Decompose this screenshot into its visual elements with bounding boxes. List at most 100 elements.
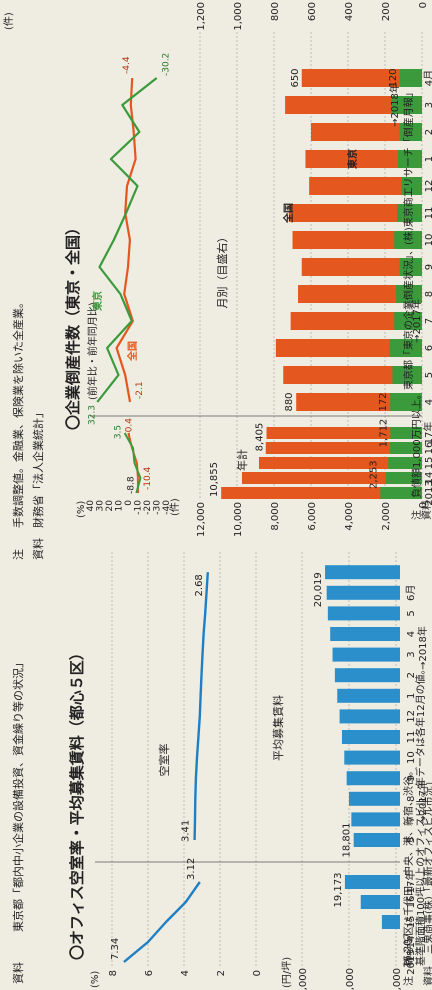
office-vacancy-value: 3.41	[181, 820, 192, 842]
bankruptcy-national-bar	[301, 258, 422, 276]
office-x-tick: 12	[406, 710, 417, 723]
bankruptcy-national-bar	[292, 231, 422, 249]
office-rent-bar	[360, 895, 400, 909]
bankruptcy-national-bar	[258, 457, 422, 469]
office-rent-bar	[351, 812, 401, 827]
office-rent-bar	[349, 791, 400, 806]
bankruptcy-bar-value: 172	[378, 392, 389, 411]
office-rent-bar	[344, 750, 400, 765]
bankruptcy-national-bar	[298, 285, 422, 303]
bankruptcy-line-axis-tick: 10	[115, 500, 125, 512]
office-rent-value: 18,801	[342, 823, 353, 858]
bankruptcy-annual-label: 年計	[235, 449, 249, 471]
office-x-tick: 14	[406, 936, 417, 949]
bankruptcy-line-axis-tick: -20	[143, 500, 153, 515]
office-bar-unit: (円/坪)	[280, 957, 293, 988]
bankruptcy-x-tick: 8	[424, 291, 432, 297]
bankruptcy-x-tick: 7	[424, 318, 432, 324]
bankruptcy-national-bar	[301, 69, 422, 87]
bankruptcy-x-tick: 3	[424, 102, 432, 108]
bankruptcy-bar-value: 120	[388, 68, 399, 87]
bankruptcy-tokyo-bar	[399, 69, 422, 87]
office-line-unit: (%)	[90, 971, 101, 988]
office-rent-bar	[325, 565, 400, 580]
bankruptcy-x-tick: 5	[424, 372, 432, 378]
bankruptcy-right-axis-tick: 400	[344, 2, 355, 21]
bankruptcy-x-sub: →2017年	[410, 299, 423, 343]
bankruptcy-right-axis-tick: 800	[270, 2, 281, 21]
bankruptcy-bar-value: 880	[284, 392, 295, 411]
office-x-tick: 2	[406, 672, 417, 678]
office-note-mark: 注	[402, 976, 415, 986]
office-rent-bar	[327, 606, 401, 621]
bankruptcy-tokyo-bar	[399, 123, 422, 141]
office-vacancy-value: 2.68	[194, 574, 205, 596]
bankruptcy-bar-unit-left: (件)	[169, 498, 181, 516]
office-x-tick: 17年	[404, 871, 417, 894]
office-x-tick: 4	[406, 631, 417, 637]
bankruptcy-left-axis-tick: 8,000	[270, 502, 281, 531]
bankruptcy-national-bar	[275, 339, 422, 357]
office-line-label: 空室率	[157, 744, 171, 777]
bankruptcy-x-tick: 10	[424, 234, 432, 247]
bankruptcy-tokyo-bar	[394, 312, 422, 330]
bankruptcy-tokyo-bar	[397, 204, 422, 222]
bankruptcy-line-axis-tick: 0	[124, 500, 134, 506]
bankruptcy-bar-series-national: 全国	[282, 203, 295, 224]
bankruptcy-line-series-national: 全国	[126, 341, 139, 362]
office-vacancy-line-monthly	[193, 572, 209, 841]
office-rent-bar	[337, 688, 400, 703]
office-x-tick: 15	[406, 916, 417, 929]
bankruptcy-pct-value: 32.3	[87, 405, 97, 425]
bankruptcy-line-unit: (%)	[76, 501, 87, 518]
office-bar-label: 平均募集賃料	[271, 695, 285, 761]
office-x-tick: 10	[406, 751, 417, 764]
bankruptcy-national-bar	[290, 312, 422, 330]
bankruptcy-national-bar	[241, 472, 422, 484]
office-vacancy-value: 7.34	[110, 938, 121, 960]
bankruptcy-national-bar	[283, 366, 422, 384]
bankruptcy-pct-value: -8.8	[126, 476, 136, 494]
bankruptcy-x-tick: 16	[424, 442, 432, 455]
bankruptcy-tokyo-bar	[396, 285, 423, 303]
bankruptcy-tokyo-bar	[397, 150, 423, 168]
bankruptcy-tokyo-line-monthly	[96, 77, 158, 403]
bankruptcy-line-axis-tick: -40	[162, 500, 172, 515]
bankruptcy-right-axis-tick: 600	[307, 2, 318, 21]
bankruptcy-note-text: 負債額1,000万円以上。	[410, 389, 423, 498]
bankruptcy-bar-series-tokyo: 東京	[346, 149, 359, 169]
bankruptcy-left-axis-tick: 0	[418, 502, 429, 508]
bankruptcy-pct-value: -2.1	[135, 381, 145, 399]
header-note-mark: 注	[11, 549, 25, 560]
office-x-tick: 1	[406, 693, 417, 699]
bankruptcy-national-bar	[311, 123, 422, 141]
bankruptcy-line-axis-tick: 20	[105, 500, 115, 512]
bankruptcy-national-bar	[266, 427, 422, 439]
office-rent-bar	[330, 627, 401, 641]
bankruptcy-x-tick: 1	[424, 156, 432, 162]
office-x-tick: 6月	[405, 585, 417, 601]
office-rent-bar	[344, 875, 401, 889]
bankruptcy-pct-value: -10.4	[143, 466, 153, 490]
office-bar-axis-tick: 21,000	[298, 968, 309, 990]
bankruptcy-tokyo-bar	[390, 427, 423, 439]
bankruptcy-tokyo-bar	[390, 442, 423, 454]
office-x-tick: 3	[406, 651, 417, 657]
bankruptcy-x-tick: 6	[424, 345, 432, 351]
header-note-text: 手数調整値。金融業、保険業を除いた全産業。	[11, 297, 25, 528]
bankruptcy-national-bar	[309, 177, 422, 195]
office-rent-bar	[353, 833, 401, 847]
bankruptcy-tokyo-bar	[388, 457, 423, 469]
bankruptcy-left-axis-tick: 12,000	[196, 502, 207, 537]
bankruptcy-line-axis-tick: -30	[153, 500, 163, 515]
bankruptcy-national-bar	[305, 150, 423, 168]
office-line-axis-tick: 0	[252, 970, 263, 976]
bankruptcy-line-subtitle: (前年比・前年同月比)	[86, 302, 99, 400]
bankruptcy-tokyo-bar	[389, 339, 422, 357]
bankruptcy-x-tick: 12	[424, 180, 432, 193]
bankruptcy-bar-value: 10,855	[209, 462, 220, 497]
office-rent-value: 19,173	[333, 873, 344, 908]
office-note-mark2: 資料	[422, 966, 432, 986]
bankruptcy-right-axis-tick: 1,000	[233, 2, 244, 31]
